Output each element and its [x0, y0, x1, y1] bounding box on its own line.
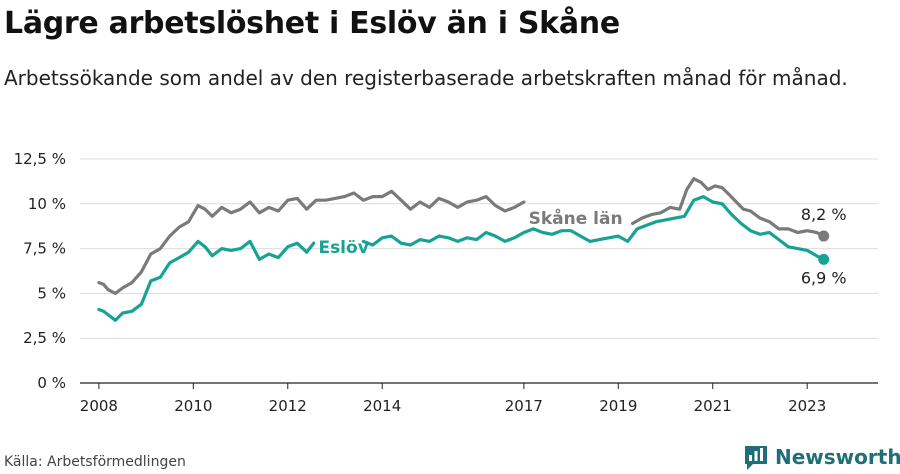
series-line-eslov-1 — [361, 195, 826, 261]
x-tick-label: 2014 — [363, 397, 401, 415]
x-tick-label: 2023 — [788, 397, 826, 415]
x-tick-label: 2017 — [505, 397, 543, 415]
y-tick-label: 5 % — [37, 284, 66, 302]
page-subtitle: Arbetssökande som andel av den registerb… — [4, 66, 848, 90]
end-point-eslov — [818, 253, 830, 265]
y-tick-label: 7,5 % — [23, 240, 66, 258]
brand-name: Newsworthy — [775, 445, 900, 469]
x-tick-label: 2010 — [174, 397, 212, 415]
series-label-skane: Skåne län — [529, 207, 623, 229]
newsworthy-logo-icon — [745, 446, 767, 470]
y-tick-label: 0 % — [37, 374, 66, 392]
x-tick-label: 2021 — [694, 397, 732, 415]
end-label-eslov: 6,9 % — [801, 268, 847, 287]
series-layer — [97, 177, 830, 322]
series-line-skane-1 — [630, 177, 826, 238]
y-tick-label: 12,5 % — [14, 150, 66, 168]
label-layer: 8,2 % 6,9 % Skåne län Eslöv — [318, 205, 846, 287]
series-label-eslov: Eslöv — [318, 238, 368, 258]
end-label-skane: 8,2 % — [801, 205, 847, 224]
series-line-eslov-0 — [97, 239, 316, 322]
source-note: Källa: Arbetsförmedlingen — [4, 454, 186, 470]
axis-layer: 0 % 2,5 % 5 % 7,5 % 10 % 12,5 % 2008 2010 2012 20… — [14, 150, 878, 415]
end-point-skane — [818, 230, 830, 242]
grid-layer — [80, 158, 878, 339]
page-title: Lägre arbetslöshet i Eslöv än i Skåne — [4, 6, 620, 41]
brand-logo[interactable]: Newsworthy — [745, 442, 900, 472]
x-tick-label: 2019 — [599, 397, 637, 415]
series-line-skane-0 — [97, 189, 526, 295]
y-tick-label: 2,5 % — [23, 329, 66, 347]
x-tick-label: 2008 — [80, 397, 118, 415]
y-tick-label: 10 % — [28, 195, 66, 213]
x-tick-label: 2012 — [269, 397, 307, 415]
